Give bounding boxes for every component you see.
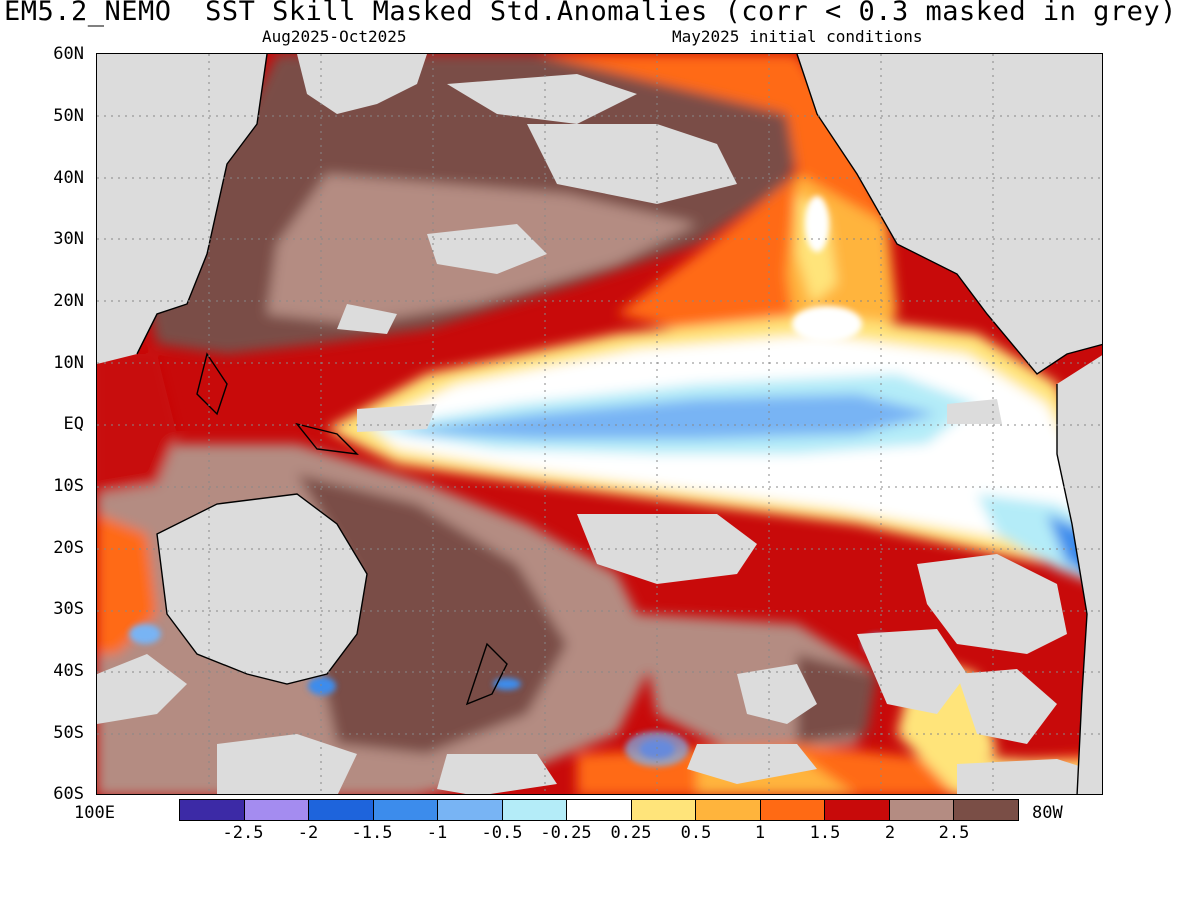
colorbar-swatch <box>438 800 503 820</box>
lon-label-left: 100E <box>74 803 115 823</box>
lat-label-40n: 40N <box>53 168 84 188</box>
colorbar <box>179 799 1019 821</box>
colorbar-label: 2.5 <box>938 823 970 843</box>
colorbar-label: -0.5 <box>481 823 523 843</box>
colorbar-swatch <box>373 800 439 820</box>
lat-label-eq: EQ <box>63 414 84 434</box>
colorbar-label: 0.25 <box>610 823 652 843</box>
colorbar-swatch <box>889 800 955 820</box>
sst-anomaly-map <box>96 53 1103 795</box>
colorbar-label: 2 <box>884 823 896 843</box>
colorbar-label: 1 <box>754 823 766 843</box>
colorbar-swatch <box>760 800 826 820</box>
coastlines <box>136 54 1102 794</box>
map-title: EM5.2_NEMO SST Skill Masked Std.Anomalie… <box>4 0 1177 27</box>
colorbar-swatch <box>502 800 568 820</box>
lat-label-20s: 20S <box>53 538 84 558</box>
colorbar-label: 0.5 <box>680 823 712 843</box>
init-subtitle: May2025 initial conditions <box>672 27 923 46</box>
colorbar-label: -2.5 <box>222 823 264 843</box>
lon-label-right: 80W <box>1032 803 1063 823</box>
colorbar-swatch <box>631 800 697 820</box>
lat-label-20n: 20N <box>53 291 84 311</box>
period-subtitle: Aug2025-Oct2025 <box>262 27 407 46</box>
graticule <box>97 54 1102 794</box>
colorbar-swatch <box>825 800 890 820</box>
lat-label-60s: 60S <box>53 784 84 804</box>
colorbar-label: -1.5 <box>351 823 393 843</box>
colorbar-swatch <box>954 800 1018 820</box>
colorbar-label: -2 <box>297 823 319 843</box>
lat-label-60n: 60N <box>53 44 84 64</box>
colorbar-swatch <box>567 800 632 820</box>
colorbar-swatch <box>309 800 374 820</box>
colorbar-swatch <box>180 800 245 820</box>
colorbar-label: 1.5 <box>809 823 841 843</box>
lat-label-10n: 10N <box>53 353 84 373</box>
colorbar-swatch <box>244 800 310 820</box>
lat-label-50n: 50N <box>53 106 84 126</box>
map-canvas <box>97 54 1102 794</box>
colorbar-label: -0.25 <box>540 823 592 843</box>
colorbar-label: -1 <box>426 823 448 843</box>
lat-label-30n: 30N <box>53 229 84 249</box>
colorbar-swatch <box>696 800 761 820</box>
lat-label-10s: 10S <box>53 476 84 496</box>
lat-label-40s: 40S <box>53 661 84 681</box>
lat-label-50s: 50S <box>53 723 84 743</box>
lat-label-30s: 30S <box>53 599 84 619</box>
